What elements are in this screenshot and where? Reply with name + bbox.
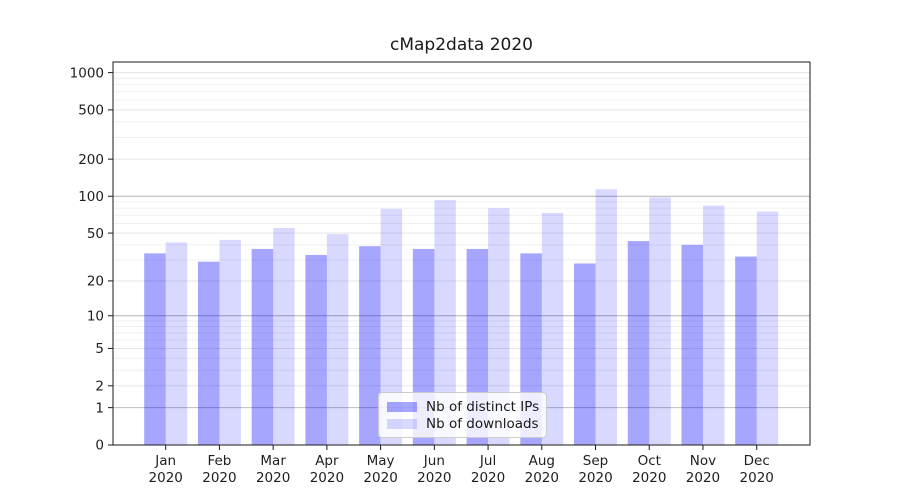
- plot-border: [112, 61, 811, 446]
- bar-distinct-ips: [305, 254, 327, 445]
- y-tick-label: 1: [95, 400, 104, 416]
- bar-distinct-ips: [735, 256, 757, 445]
- legend: Nb of distinct IPs Nb of downloads: [378, 392, 547, 438]
- legend-swatch-distinct-ips: [387, 401, 417, 412]
- bar-downloads: [541, 213, 564, 445]
- y-tick-label: 500: [78, 103, 104, 119]
- x-tick-label-month: Jul: [479, 453, 496, 469]
- chart-title: cMap2data 2020: [390, 35, 533, 55]
- y-tick-label: 2: [95, 378, 104, 394]
- y-tick-label: 1000: [70, 65, 104, 81]
- x-tick-label-year: 2020: [686, 470, 720, 486]
- bar-downloads: [434, 200, 456, 445]
- bar-distinct-ips: [359, 246, 381, 445]
- bar-downloads: [702, 205, 725, 445]
- x-tick-label-year: 2020: [363, 470, 397, 486]
- bar-downloads: [273, 228, 295, 445]
- y-tick-label: 20: [87, 274, 104, 290]
- x-tick-label-month: Apr: [315, 453, 339, 469]
- x-tick-label-year: 2020: [417, 470, 451, 486]
- legend-item-downloads: Nb of downloads: [387, 415, 539, 432]
- x-tick-label-month: Aug: [529, 453, 555, 469]
- x-tick-label-year: 2020: [740, 470, 774, 486]
- x-tick-label-year: 2020: [310, 470, 344, 486]
- bar-downloads: [649, 197, 671, 445]
- x-tick-label-month: Oct: [638, 453, 661, 469]
- bar-downloads: [756, 211, 779, 445]
- bar-distinct-ips: [144, 253, 166, 445]
- bar-downloads: [219, 239, 241, 445]
- x-tick-label-year: 2020: [149, 470, 183, 486]
- y-tick-label: 100: [78, 189, 104, 205]
- x-tick-label-month: Nov: [690, 453, 716, 469]
- y-tick-label: 10: [87, 308, 104, 324]
- bar-downloads: [326, 234, 349, 445]
- x-tick-label-month: Dec: [744, 453, 770, 469]
- bar-distinct-ips: [574, 263, 596, 445]
- x-tick-label-year: 2020: [632, 470, 666, 486]
- y-tick-label: 5: [95, 341, 104, 357]
- x-tick-label-year: 2020: [471, 470, 505, 486]
- x-tick-label-year: 2020: [256, 470, 290, 486]
- bar-downloads: [165, 242, 188, 445]
- x-tick-label-month: Mar: [260, 453, 286, 469]
- legend-item-distinct-ips: Nb of distinct IPs: [387, 398, 540, 415]
- bar-distinct-ips: [251, 248, 274, 445]
- bar-downloads: [595, 189, 618, 445]
- bar-downloads: [380, 208, 403, 445]
- y-tick-label: 50: [87, 226, 104, 242]
- legend-label-distinct-ips: Nb of distinct IPs: [426, 398, 540, 415]
- y-tick-label: 0: [95, 438, 104, 454]
- y-tick-label: 200: [78, 152, 104, 168]
- x-tick-label-month: Feb: [207, 453, 231, 469]
- legend-swatch-downloads: [387, 418, 417, 429]
- bar-downloads: [488, 208, 510, 445]
- bar-distinct-ips: [197, 261, 220, 445]
- bar-distinct-ips: [681, 244, 703, 445]
- x-tick-label-month: May: [367, 453, 395, 469]
- x-tick-label-year: 2020: [578, 470, 612, 486]
- bar-distinct-ips: [627, 241, 650, 445]
- legend-label-downloads: Nb of downloads: [426, 415, 539, 432]
- x-tick-label-month: Jan: [154, 453, 176, 469]
- x-tick-label-month: Jun: [423, 453, 445, 469]
- x-tick-label-year: 2020: [525, 470, 559, 486]
- x-tick-label-year: 2020: [202, 470, 236, 486]
- x-tick-label-month: Sep: [583, 453, 608, 469]
